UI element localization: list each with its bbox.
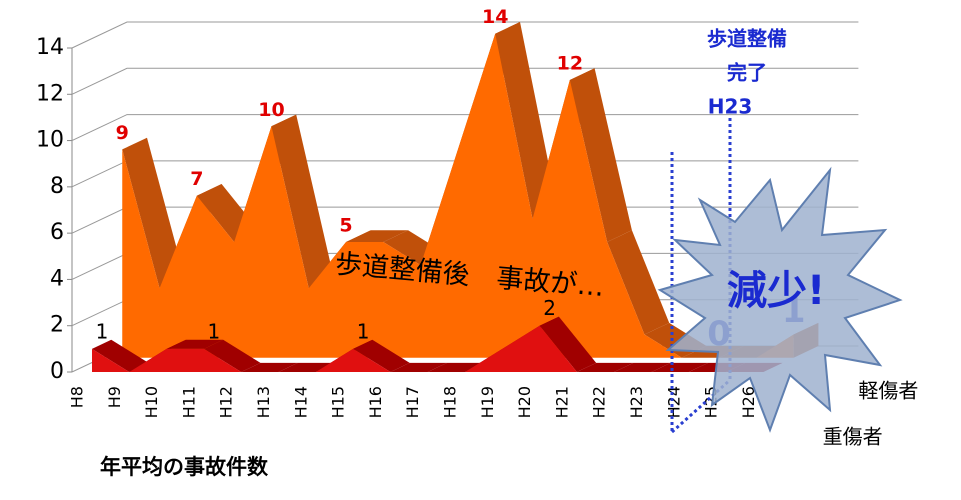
area [122,33,794,358]
x-tick-label: H12 [217,386,236,418]
area-top [203,339,261,372]
y-tick-label: 6 [50,220,64,245]
x-tick-label: H10 [142,386,161,418]
area-top [539,316,597,372]
value-label: 1 [208,319,221,343]
grid-line [71,21,859,49]
grid-line [71,114,859,142]
area-top [346,230,409,242]
y-tick-label: 0 [50,359,64,384]
area-top [569,68,632,242]
x-tick-label: H14 [291,386,310,418]
legend-label: 軽傷者 [858,379,918,403]
value-label: 10 [258,99,284,121]
area-top [278,362,336,372]
area-top [92,339,149,372]
area-top [614,362,671,372]
y-tick-label: 10 [36,128,64,153]
grid-line [71,67,859,95]
area [92,325,764,372]
x-tick-label: H16 [366,386,385,418]
x-tick-label: H20 [515,386,534,418]
value-label: 2 [543,296,556,320]
value-label: 12 [557,52,583,74]
x-tick-label: H26 [739,386,758,418]
x-tick-label: H9 [105,386,124,408]
area-top [390,362,447,372]
value-label: 5 [339,214,352,236]
value-label: 7 [190,168,203,190]
y-tick-label: 12 [36,81,64,106]
y-tick-label: 14 [36,35,64,60]
x-tick-label: H23 [627,386,646,418]
completion-label: 歩道整備 [707,27,787,51]
x-tick-label: H18 [441,386,460,418]
completion-label: H23 [708,95,753,119]
area-top [495,22,558,219]
value-label: 1 [357,319,370,343]
area-top [576,362,634,372]
area-top [166,339,224,349]
x-tick-label: H11 [179,386,198,418]
x-tick-label: H8 [68,386,87,408]
x-tick-label: H24 [664,386,683,418]
area-top [427,362,485,372]
burst-shape [657,166,903,433]
burst-label: 減少! [727,268,825,314]
y-tick-label: 2 [50,313,64,338]
area-top [353,339,410,372]
x-tick-label: H21 [552,386,571,418]
legend-label: 重傷者 [823,425,883,449]
completion-label: 完了 [727,61,767,85]
x-tick-label: H15 [329,386,348,418]
y-tick-label: 8 [50,174,64,199]
value-label: 14 [482,6,508,28]
value-label: 9 [116,122,129,144]
area-top [122,137,185,289]
caption: 年平均の事故件数 [100,455,269,479]
value-label: 1 [96,319,109,343]
completion-line [670,378,732,434]
area-top [241,362,298,372]
y-tick-label: 4 [50,266,64,291]
x-tick-label: H17 [403,386,422,418]
area-top [651,362,709,372]
x-tick-label: H19 [478,386,497,418]
area-top [271,114,334,289]
x-tick-label: H13 [254,386,273,418]
area-top [607,230,670,335]
x-tick-label: H22 [590,386,609,418]
